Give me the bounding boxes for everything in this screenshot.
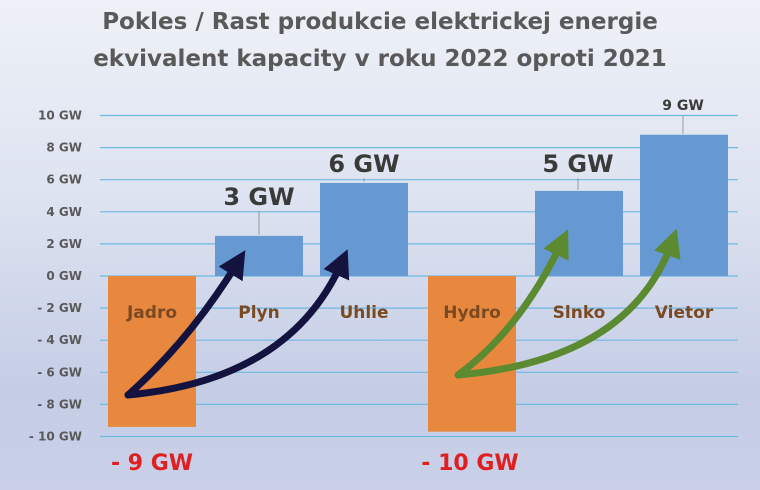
bar-vietor: [640, 134, 728, 276]
category-label: Uhlie: [339, 303, 388, 323]
y-tick-label: - 2 GW: [37, 301, 82, 315]
y-tick-label: - 4 GW: [37, 333, 82, 347]
title-line-1: Pokles / Rast produkcie elektrickej ener…: [102, 9, 658, 35]
y-tick-label: 6 GW: [46, 173, 82, 187]
bar-hydro: [428, 276, 516, 432]
y-tick-label: - 8 GW: [37, 397, 82, 411]
arrow-jadro-uhlie: [124, 249, 350, 399]
arrow-hydro-vietor: [454, 228, 681, 379]
category-label: Hydro: [443, 303, 501, 323]
y-tick-label: 10 GW: [38, 109, 82, 123]
y-tick-label: - 10 GW: [29, 430, 82, 444]
arrow-hydro-slnko: [454, 229, 569, 379]
data-label: 3 GW: [223, 183, 294, 211]
title-line-2: ekvivalent kapacity v roku 2022 oproti 2…: [93, 46, 667, 72]
bar-plyn: [215, 235, 303, 276]
data-label: 5 GW: [542, 150, 613, 178]
category-label: Slnko: [553, 303, 606, 323]
bar-uhlie: [320, 182, 408, 276]
y-tick-label: 8 GW: [46, 141, 82, 155]
chart-title: Pokles / Rast produkcie elektrickej ener…: [0, 4, 760, 78]
data-label: - 9 GW: [111, 451, 193, 476]
y-tick-label: 0 GW: [46, 269, 82, 283]
data-label: - 10 GW: [421, 451, 518, 476]
data-label: 9 GW: [662, 98, 704, 114]
arrow-jadro-plyn: [124, 250, 246, 399]
category-label: Vietor: [655, 303, 714, 323]
category-label: Jadro: [126, 303, 177, 323]
y-tick-label: 4 GW: [46, 205, 82, 219]
data-label: 6 GW: [328, 150, 399, 178]
y-tick-label: - 6 GW: [37, 365, 82, 379]
bar-jadro: [108, 276, 196, 427]
y-tick-label: 2 GW: [46, 237, 82, 251]
category-label: Plyn: [238, 303, 279, 323]
